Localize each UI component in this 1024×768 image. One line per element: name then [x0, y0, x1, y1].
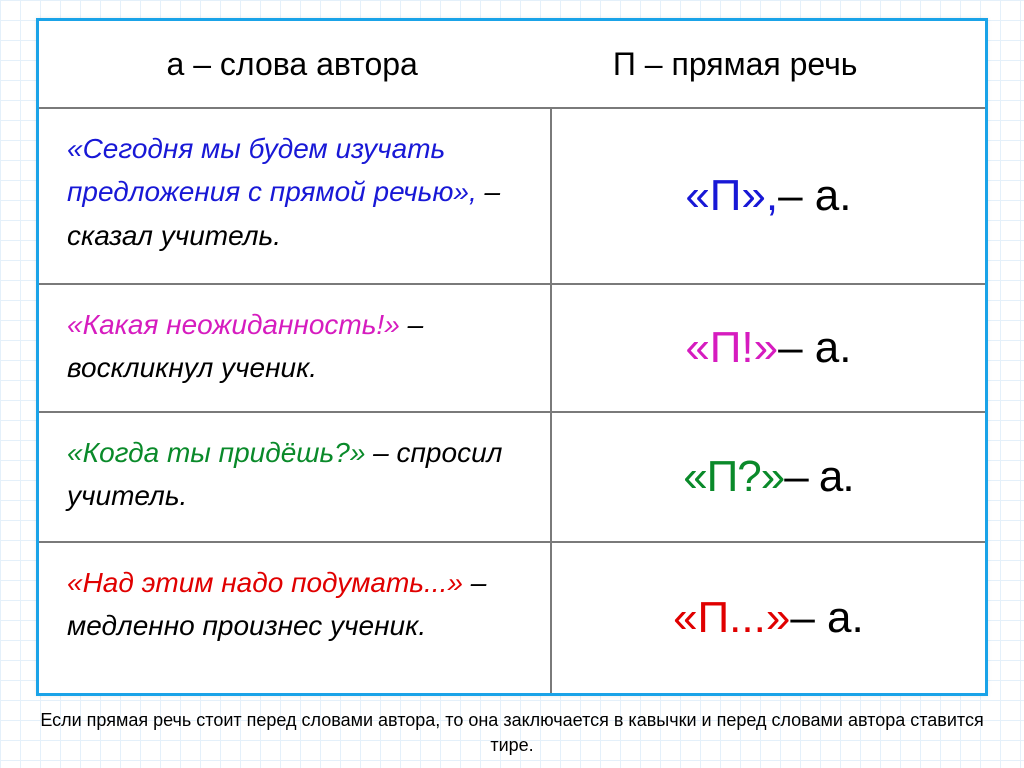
example-cell: «Над этим надо подумать...» – медленно п…	[39, 543, 550, 693]
formula-cell: «П?» – а.	[550, 413, 985, 541]
formula-cell: «П!» – а.	[550, 285, 985, 411]
table-row: «Сегодня мы будем изучать предложения с …	[39, 109, 985, 285]
table-header: а – слова автора П – прямая речь	[39, 21, 985, 109]
formula-cell: «П», – а.	[550, 109, 985, 283]
footnote-text: Если прямая речь стоит перед словами авт…	[36, 708, 988, 758]
formula-cell: «П...» – а.	[550, 543, 985, 693]
table-row: «Над этим надо подумать...» – медленно п…	[39, 543, 985, 693]
table-row: «Какая неожиданность!» – воскликнул учен…	[39, 285, 985, 413]
header-right-label: П – прямая речь	[613, 46, 858, 83]
table-row: «Когда ты придёшь?» – спросил учитель. «…	[39, 413, 985, 543]
example-cell: «Когда ты придёшь?» – спросил учитель.	[39, 413, 550, 541]
table-frame: а – слова автора П – прямая речь «Сегодн…	[36, 18, 988, 696]
header-left-label: а – слова автора	[167, 46, 418, 83]
example-cell: «Сегодня мы будем изучать предложения с …	[39, 109, 550, 283]
example-cell: «Какая неожиданность!» – воскликнул учен…	[39, 285, 550, 411]
